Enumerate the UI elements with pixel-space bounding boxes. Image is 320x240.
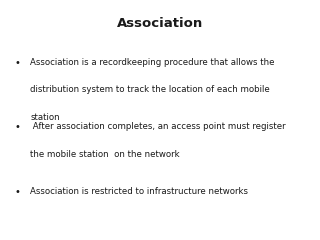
Text: •: • — [15, 122, 20, 132]
Text: •: • — [15, 58, 20, 68]
Text: Association is restricted to infrastructure networks: Association is restricted to infrastruct… — [30, 187, 248, 196]
Text: the mobile station  on the network: the mobile station on the network — [30, 150, 180, 159]
Text: After association completes, an access point must register: After association completes, an access p… — [30, 122, 286, 132]
Text: Association: Association — [117, 17, 203, 30]
Text: station: station — [30, 113, 60, 122]
Text: Association is a recordkeeping procedure that allows the: Association is a recordkeeping procedure… — [30, 58, 275, 66]
Text: •: • — [15, 187, 20, 197]
Text: distribution system to track the location of each mobile: distribution system to track the locatio… — [30, 85, 270, 94]
